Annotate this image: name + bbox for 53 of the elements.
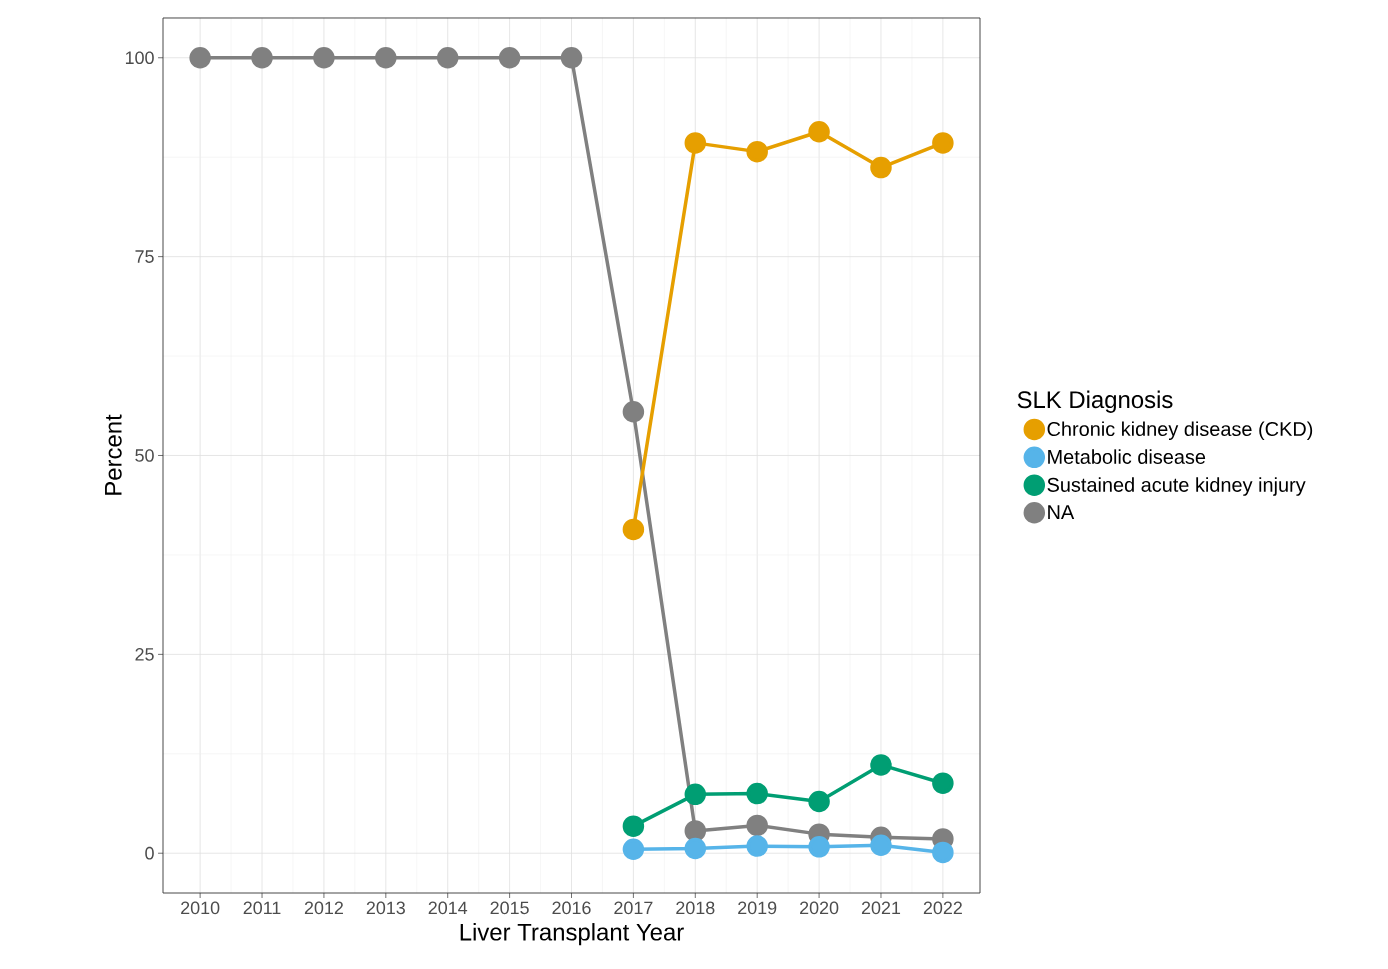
legend-label: Sustained acute kidney injury	[1047, 477, 1306, 496]
point	[498, 47, 521, 69]
point	[684, 783, 707, 806]
y-tick-label: 0	[145, 846, 154, 860]
point	[560, 47, 583, 69]
y-tick-label: 25	[135, 648, 154, 661]
y-tick-label: 50	[135, 449, 154, 462]
point	[684, 820, 707, 842]
point	[932, 841, 954, 864]
point	[746, 835, 768, 857]
point	[746, 782, 768, 805]
point	[746, 814, 768, 837]
point	[622, 838, 645, 860]
x-tick-label: 2022	[923, 901, 962, 915]
point	[436, 47, 459, 69]
point	[622, 518, 645, 541]
x-tick-label: 2018	[676, 901, 715, 915]
x-tick-label: 2013	[366, 901, 405, 915]
point	[808, 790, 830, 813]
x-tick-label: 2016	[552, 901, 591, 915]
point	[622, 815, 645, 837]
point	[932, 132, 954, 154]
point	[808, 836, 830, 858]
legend-label: Chronic kidney disease (CKD)	[1047, 421, 1313, 440]
point	[251, 47, 273, 69]
point	[870, 754, 892, 776]
y-tick-label: 75	[135, 250, 154, 263]
point	[808, 120, 830, 143]
x-tick-label: 2014	[428, 901, 468, 915]
y-tick-label: 100	[125, 51, 154, 65]
x-tick-label: 2020	[800, 901, 839, 915]
x-tick-label: 2017	[614, 901, 653, 915]
point	[375, 47, 397, 69]
legend-label: Metabolic disease	[1048, 449, 1206, 464]
point	[622, 400, 645, 423]
x-tick-label: 2021	[861, 901, 901, 915]
point	[746, 140, 768, 163]
point	[313, 47, 335, 69]
point	[684, 837, 707, 860]
x-tick-label: 2010	[181, 901, 220, 915]
point	[684, 132, 707, 154]
x-tick-label: 2011	[243, 901, 281, 915]
x-axis-title: Liver Transplant Year	[460, 923, 684, 946]
legend-label: NA	[1048, 505, 1075, 519]
point	[870, 156, 892, 179]
x-tick-label: 2019	[738, 901, 777, 915]
legend-title: SLK Diagnosis	[1017, 390, 1173, 413]
point	[870, 834, 892, 857]
x-tick-label: 2012	[304, 901, 343, 915]
y-axis-title: Percent	[105, 414, 122, 495]
point	[189, 47, 211, 69]
point	[932, 772, 954, 794]
x-tick-label: 2015	[490, 901, 529, 915]
